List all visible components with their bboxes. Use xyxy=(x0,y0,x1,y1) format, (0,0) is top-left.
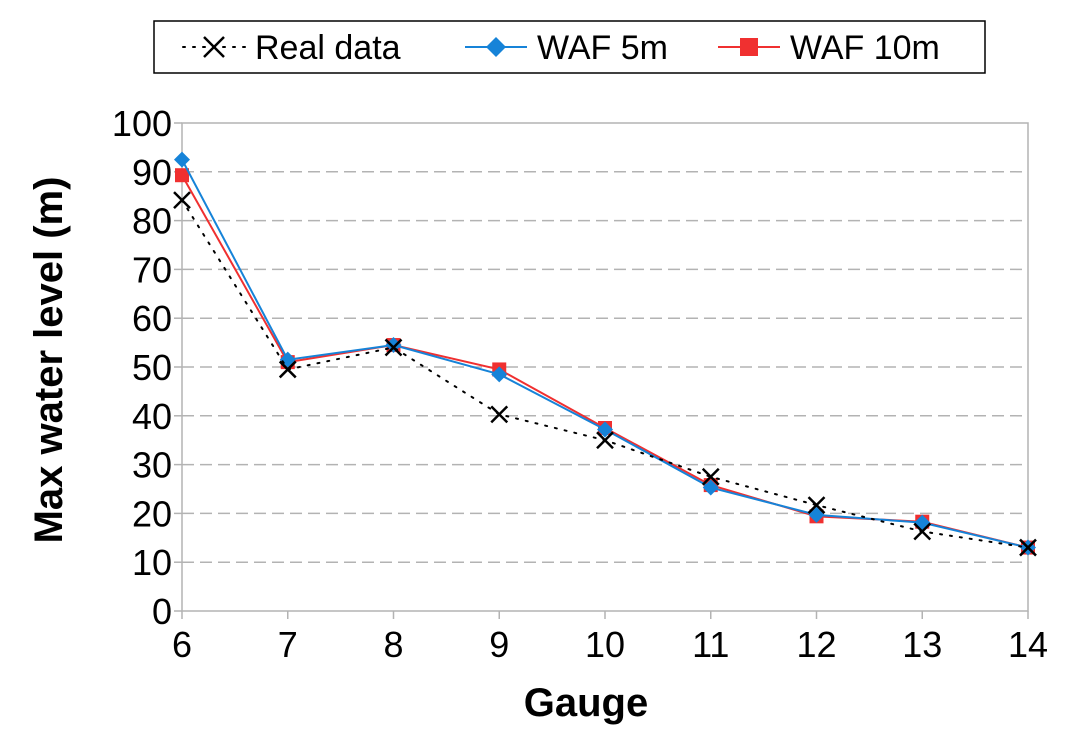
x-tick-label: 8 xyxy=(383,624,403,665)
y-tick-label: 0 xyxy=(152,591,172,632)
data-point-waf-5m xyxy=(174,151,190,168)
data-point-real-data xyxy=(701,467,720,486)
y-axis: 0 10 20 30 40 50 60 70 80 90 100 xyxy=(112,103,182,632)
series-real-data xyxy=(173,191,1037,557)
y-tick-label: 60 xyxy=(132,298,172,339)
legend-item-waf-5m: WAF 5m xyxy=(465,29,668,67)
x-tick-label: 11 xyxy=(692,624,729,665)
data-point-real-data xyxy=(384,338,403,357)
y-tick-label: 90 xyxy=(132,152,172,193)
data-point-real-data xyxy=(596,431,614,450)
x-axis-title: Gauge xyxy=(524,681,648,725)
legend-item-real-data: Real data xyxy=(182,29,401,67)
x-tick-label: 7 xyxy=(278,624,298,665)
legend-marker-waf-5m xyxy=(486,37,506,57)
x-axis: 6 7 8 9 10 11 12 13 14 xyxy=(172,611,1048,665)
legend-label-waf-5m: WAF 5m xyxy=(537,29,668,67)
data-point-real-data xyxy=(1019,538,1037,557)
data-point-real-data xyxy=(913,522,932,541)
legend-label-real-data: Real data xyxy=(255,29,401,67)
data-point-real-data xyxy=(278,360,297,379)
x-tick-label: 10 xyxy=(585,624,625,665)
x-tick-label: 6 xyxy=(172,624,192,665)
data-point-real-data xyxy=(807,496,826,514)
data-point-real-data xyxy=(173,191,191,209)
y-tick-label: 10 xyxy=(132,542,172,583)
y-tick-label: 70 xyxy=(132,249,172,290)
data-point-waf-5m xyxy=(491,366,508,383)
x-tick-label: 9 xyxy=(489,624,509,665)
legend-marker-waf-10m xyxy=(740,38,758,56)
data-point-real-data xyxy=(490,405,509,424)
y-tick-label: 20 xyxy=(132,493,172,534)
y-tick-label: 80 xyxy=(132,201,172,242)
legend-item-waf-10m: WAF 10m xyxy=(718,29,940,67)
legend: Real data WAF 5m WAF 10m xyxy=(153,20,986,74)
y-tick-label: 100 xyxy=(112,103,172,144)
x-tick-label: 13 xyxy=(902,624,942,665)
x-tick-label: 12 xyxy=(796,624,836,665)
series-group xyxy=(173,151,1037,557)
y-axis-title: Max water level (m) xyxy=(27,177,71,544)
data-point-waf-5m xyxy=(702,479,719,496)
gridlines xyxy=(182,171,1028,563)
legend-marker-real-data xyxy=(203,36,225,58)
x-tick-label: 14 xyxy=(1008,624,1048,665)
legend-box xyxy=(153,20,986,74)
series-waf-5m xyxy=(174,151,1036,556)
y-tick-label: 30 xyxy=(132,445,172,486)
y-tick-label: 40 xyxy=(132,396,172,437)
data-point-waf-10m xyxy=(175,168,189,183)
data-point-waf-5m xyxy=(597,421,613,438)
legend-label-waf-10m: WAF 10m xyxy=(790,29,940,67)
y-tick-label: 50 xyxy=(132,347,172,388)
